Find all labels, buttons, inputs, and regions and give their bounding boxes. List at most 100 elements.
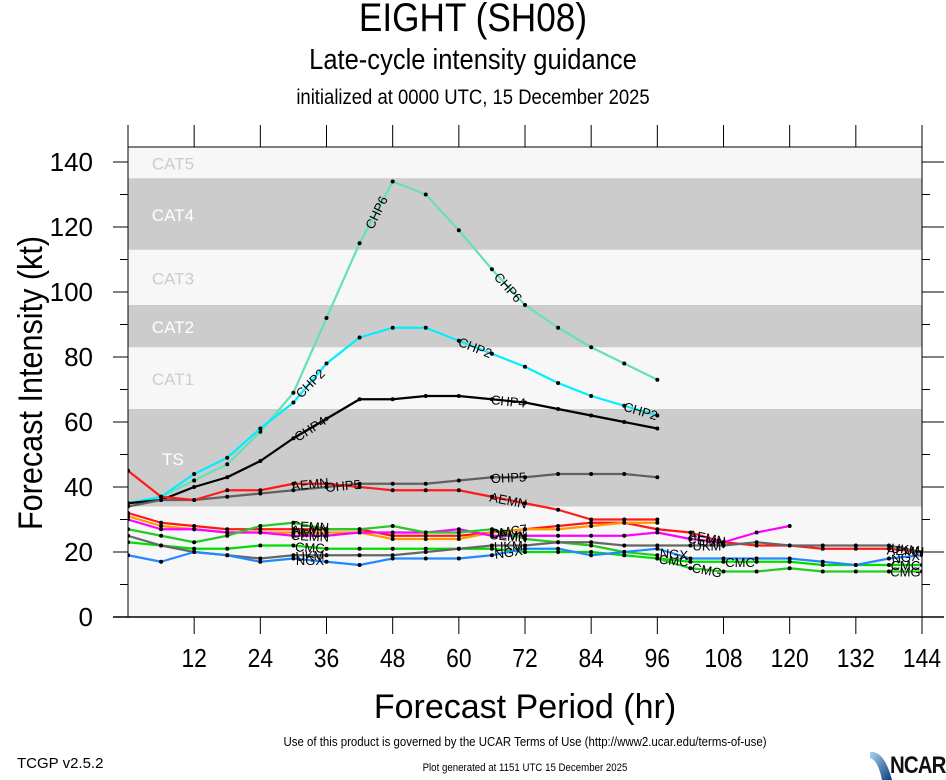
data-point xyxy=(423,192,428,197)
chart-init-time: initialized at 0000 UTC, 15 December 202… xyxy=(296,86,650,109)
data-point xyxy=(556,524,561,528)
data-point xyxy=(456,228,461,233)
x-tick-label: 120 xyxy=(771,645,809,674)
data-point xyxy=(390,546,395,551)
x-tick-label: 108 xyxy=(704,645,742,674)
series-label-ohp5: OHP5 xyxy=(325,477,362,495)
data-point xyxy=(688,559,693,564)
data-point xyxy=(820,563,825,567)
data-point xyxy=(556,533,561,538)
data-point xyxy=(423,481,428,486)
data-point xyxy=(357,553,362,558)
data-point xyxy=(291,481,296,486)
data-point xyxy=(523,543,527,548)
data-point xyxy=(390,179,395,184)
data-point xyxy=(489,546,494,551)
data-point xyxy=(787,524,792,528)
y-tick-label: 40 xyxy=(64,472,93,502)
data-point xyxy=(258,426,263,431)
data-point xyxy=(886,569,891,574)
band-ts xyxy=(128,409,922,507)
data-point xyxy=(192,550,197,554)
data-point xyxy=(291,543,296,548)
data-point xyxy=(787,556,792,561)
terms-of-use-text: Use of this product is governed by the U… xyxy=(283,734,767,749)
band-label-ts: TS xyxy=(162,450,184,469)
data-point xyxy=(423,537,428,541)
data-point xyxy=(655,543,660,548)
data-point xyxy=(159,533,164,538)
data-point xyxy=(159,543,164,548)
data-point xyxy=(655,520,660,525)
data-point xyxy=(225,462,230,467)
data-point xyxy=(556,550,561,554)
series-label-cmg: CMG xyxy=(691,560,724,581)
data-point xyxy=(721,569,726,574)
data-point xyxy=(556,546,561,551)
x-tick-label: 36 xyxy=(314,645,339,674)
data-point xyxy=(589,413,594,418)
data-point xyxy=(589,540,594,545)
data-point xyxy=(787,543,792,548)
data-point xyxy=(655,546,660,551)
data-point xyxy=(159,498,164,502)
series-label-aemn: AEMN xyxy=(687,527,727,549)
data-point xyxy=(357,546,362,551)
series-label-ngx: NGX xyxy=(659,545,689,563)
data-point xyxy=(225,527,230,532)
data-point xyxy=(589,520,594,525)
data-point xyxy=(721,540,726,545)
band-label-cat2: CAT2 xyxy=(152,318,194,337)
ncar-logo-icon xyxy=(870,751,892,780)
data-point xyxy=(655,475,660,480)
data-point xyxy=(556,527,561,532)
y-tick-label: 100 xyxy=(50,277,93,307)
data-point xyxy=(456,533,461,538)
series-label-cemn: CEMN xyxy=(489,525,529,544)
y-tick-label: 20 xyxy=(64,537,93,567)
data-point xyxy=(390,556,395,561)
band-cat2 xyxy=(128,305,922,348)
series-label-cmc: CMC xyxy=(891,558,921,573)
band-cat4 xyxy=(128,178,922,250)
x-tick-label: 72 xyxy=(512,645,537,674)
data-point xyxy=(159,520,164,525)
data-point xyxy=(291,533,296,538)
data-point xyxy=(622,550,627,554)
data-point xyxy=(489,267,494,272)
data-point xyxy=(258,530,263,535)
data-point xyxy=(523,527,527,532)
data-point xyxy=(622,553,627,558)
data-point xyxy=(622,472,627,476)
data-point xyxy=(622,361,627,366)
data-point xyxy=(357,241,362,246)
data-point xyxy=(589,533,594,538)
data-point xyxy=(192,540,197,545)
data-point xyxy=(655,413,660,418)
data-point xyxy=(291,553,296,558)
data-point xyxy=(589,524,594,528)
data-point xyxy=(159,494,164,499)
chart-subtitle: Late-cycle intensity guidance xyxy=(309,44,637,76)
data-point xyxy=(192,485,197,489)
data-point xyxy=(489,530,494,535)
data-point xyxy=(258,556,263,561)
data-point xyxy=(622,543,627,548)
version-label: TCGP v2.5.2 xyxy=(17,755,104,772)
data-point xyxy=(721,543,726,548)
data-point xyxy=(721,556,726,561)
data-point xyxy=(258,524,263,528)
data-point xyxy=(225,488,230,493)
data-point xyxy=(589,472,594,476)
data-point xyxy=(523,364,527,369)
data-point xyxy=(589,543,594,548)
data-point xyxy=(357,397,362,402)
data-point xyxy=(622,420,627,424)
data-point xyxy=(523,550,527,554)
band-label-cat1: CAT1 xyxy=(152,370,194,389)
data-point xyxy=(258,543,263,548)
data-point xyxy=(159,524,164,528)
data-point xyxy=(489,397,494,402)
data-point xyxy=(390,537,395,541)
plot-generated-text: Plot generated at 1151 UTC 15 December 2… xyxy=(422,762,628,774)
